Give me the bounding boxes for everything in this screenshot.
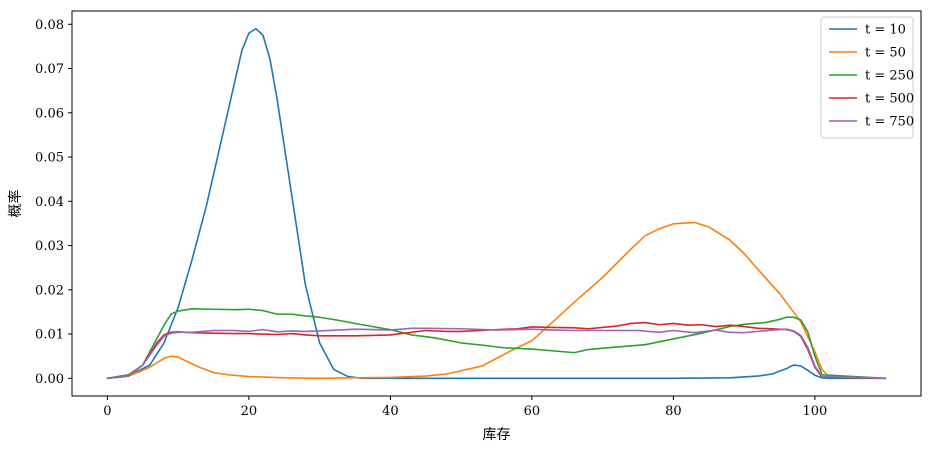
- legend-label: t = 500: [865, 92, 914, 107]
- y-tick-label: 0.07: [35, 62, 64, 77]
- y-tick-label: 0.02: [35, 283, 64, 298]
- series-line-3: [106, 308, 887, 380]
- x-tick-label: 100: [802, 404, 827, 419]
- legend-label: t = 50: [865, 46, 906, 61]
- legend-label: t = 10: [865, 23, 906, 38]
- series-line-2: [106, 221, 887, 380]
- y-tick-label: 0.06: [35, 106, 64, 121]
- plot-area: [106, 27, 887, 380]
- x-axis: 0 20 40 60 80 100: [103, 396, 827, 419]
- y-tick-label: 0.04: [35, 195, 64, 210]
- x-tick-label: 20: [241, 404, 258, 419]
- legend-label: t = 750: [865, 115, 914, 130]
- y-tick-label: 0.00: [35, 372, 64, 387]
- y-tick-label: 0.05: [35, 151, 64, 166]
- x-axis-label: 库存: [483, 427, 511, 443]
- x-tick-label: 60: [524, 404, 541, 419]
- series-line-1: [106, 27, 887, 380]
- y-tick-label: 0.03: [35, 239, 64, 254]
- series-line-4: [106, 321, 887, 380]
- legend-label: t = 250: [865, 69, 914, 84]
- y-tick-label: 0.08: [35, 18, 64, 33]
- legend: t = 10 t = 50 t = 250 t = 500 t = 750: [820, 16, 914, 139]
- y-axis-label: 概率: [7, 190, 24, 218]
- x-tick-label: 0: [103, 404, 111, 419]
- x-tick-label: 80: [665, 404, 682, 419]
- y-tick-label: 0.01: [35, 328, 64, 343]
- plot-frame: [71, 10, 922, 397]
- series-line-5: [106, 327, 887, 380]
- legend-frame: [820, 16, 914, 139]
- y-axis: 0.00 0.01 0.02 0.03 0.04 0.05 0.06 0.07 0.08: [35, 18, 72, 387]
- x-tick-label: 40: [382, 404, 399, 419]
